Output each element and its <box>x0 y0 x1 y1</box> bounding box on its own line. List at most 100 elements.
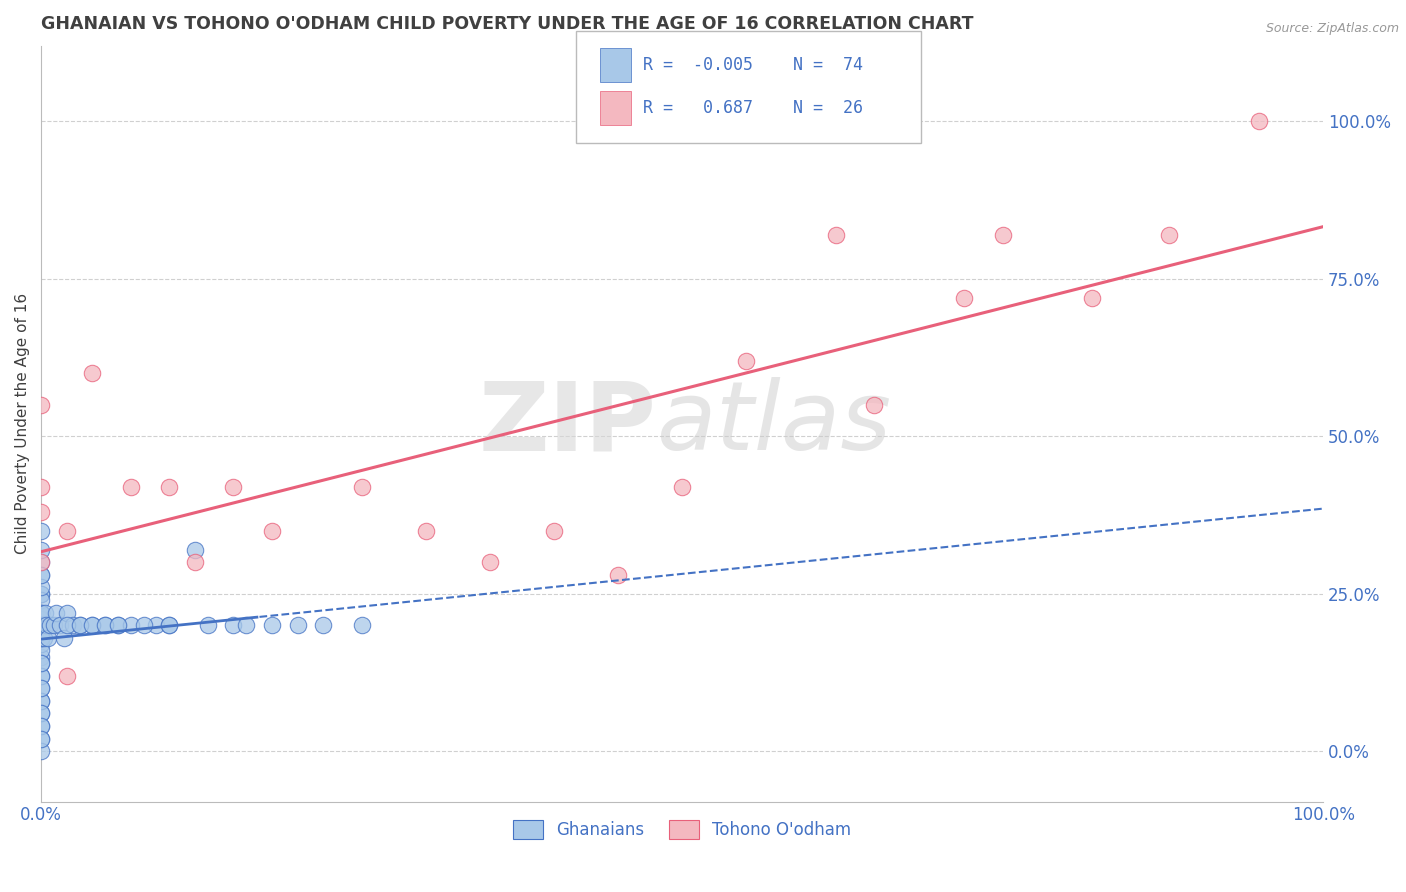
Point <box>69 618 91 632</box>
Point <box>49 618 72 632</box>
Point <box>30 631 52 645</box>
Text: Source: ZipAtlas.com: Source: ZipAtlas.com <box>1265 22 1399 36</box>
Point <box>30 643 52 657</box>
Point <box>82 366 104 380</box>
Point <box>30 581 52 595</box>
Point <box>671 480 693 494</box>
Point <box>30 694 52 708</box>
Point <box>222 480 245 494</box>
Point <box>62 618 84 632</box>
Point <box>825 227 848 242</box>
Point <box>30 681 52 696</box>
Point <box>30 649 52 664</box>
Point <box>30 567 52 582</box>
Point <box>30 731 52 746</box>
Point <box>30 681 52 696</box>
Point <box>287 618 309 632</box>
Point <box>222 618 245 632</box>
Point <box>30 668 52 682</box>
Point <box>30 631 52 645</box>
Point <box>35 618 58 632</box>
Point <box>55 606 77 620</box>
Point <box>39 618 62 632</box>
Point <box>350 480 373 494</box>
Point <box>991 227 1014 242</box>
Point <box>120 618 142 632</box>
Point <box>30 744 52 758</box>
Point <box>607 567 630 582</box>
Text: atlas: atlas <box>657 377 891 470</box>
Point <box>132 618 155 632</box>
Point <box>30 694 52 708</box>
Point <box>30 719 52 733</box>
Point <box>37 631 59 645</box>
Point <box>735 353 758 368</box>
Point <box>260 524 283 538</box>
Point <box>94 618 117 632</box>
Point <box>55 524 77 538</box>
Point <box>30 587 52 601</box>
Point <box>30 593 52 607</box>
Text: GHANAIAN VS TOHONO O'ODHAM CHILD POVERTY UNDER THE AGE OF 16 CORRELATION CHART: GHANAIAN VS TOHONO O'ODHAM CHILD POVERTY… <box>41 15 973 33</box>
Point <box>415 524 437 538</box>
Text: R =   0.687    N =  26: R = 0.687 N = 26 <box>643 99 862 117</box>
Point <box>157 480 180 494</box>
Point <box>30 706 52 721</box>
Point <box>30 505 52 519</box>
Point <box>30 631 52 645</box>
Point <box>30 398 52 412</box>
Point <box>82 618 104 632</box>
Point <box>235 618 257 632</box>
Point <box>953 291 976 305</box>
Text: R =  -0.005    N =  74: R = -0.005 N = 74 <box>643 56 862 74</box>
Point <box>863 398 886 412</box>
Point <box>157 618 180 632</box>
Text: ZIP: ZIP <box>478 377 657 470</box>
Point <box>107 618 129 632</box>
Point <box>30 567 52 582</box>
Point <box>1247 114 1270 128</box>
Point <box>30 656 52 670</box>
Point <box>30 618 52 632</box>
Point <box>30 624 52 639</box>
Point <box>30 719 52 733</box>
Point <box>53 631 76 645</box>
Point <box>82 618 104 632</box>
Point <box>145 618 167 632</box>
Point <box>30 731 52 746</box>
Point <box>45 606 67 620</box>
Point <box>30 480 52 494</box>
Legend: Ghanaians, Tohono O'odham: Ghanaians, Tohono O'odham <box>506 814 858 847</box>
Point <box>30 555 52 569</box>
Point <box>42 618 65 632</box>
Point <box>55 668 77 682</box>
Point <box>30 524 52 538</box>
Point <box>1159 227 1181 242</box>
Point <box>312 618 335 632</box>
Point <box>32 631 55 645</box>
Y-axis label: Child Poverty Under the Age of 16: Child Poverty Under the Age of 16 <box>15 293 30 554</box>
Point <box>30 606 52 620</box>
Point <box>478 555 501 569</box>
Point <box>1081 291 1104 305</box>
Point <box>94 618 117 632</box>
Point <box>34 606 56 620</box>
Point <box>157 618 180 632</box>
Point <box>107 618 129 632</box>
Point <box>30 706 52 721</box>
Point <box>30 612 52 626</box>
Point <box>30 656 52 670</box>
Point <box>543 524 565 538</box>
Point <box>30 606 52 620</box>
Point <box>31 618 53 632</box>
Point <box>30 637 52 651</box>
Point <box>69 618 91 632</box>
Point <box>120 480 142 494</box>
Point <box>30 587 52 601</box>
Point <box>184 555 207 569</box>
Point <box>30 542 52 557</box>
Point <box>30 606 52 620</box>
Point <box>260 618 283 632</box>
Point <box>30 668 52 682</box>
Point <box>184 542 207 557</box>
